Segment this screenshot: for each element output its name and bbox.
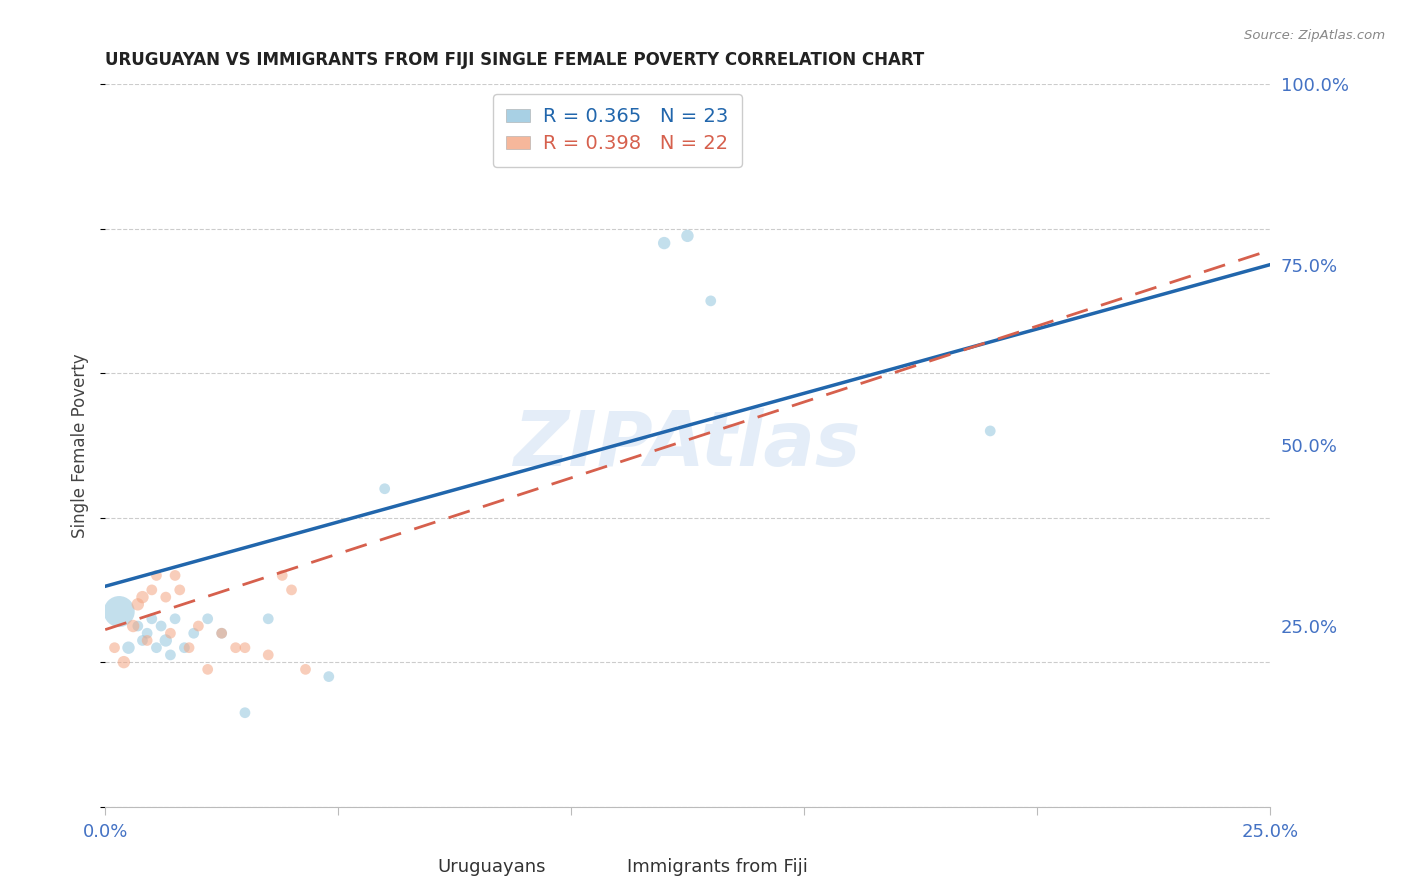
Text: ZIPAtlas: ZIPAtlas	[513, 409, 860, 483]
Text: Immigrants from Fiji: Immigrants from Fiji	[627, 858, 807, 876]
Point	[145, 568, 167, 582]
Point	[141, 612, 163, 626]
Point	[233, 706, 256, 720]
Point	[159, 626, 181, 640]
Text: URUGUAYAN VS IMMIGRANTS FROM FIJI SINGLE FEMALE POVERTY CORRELATION CHART: URUGUAYAN VS IMMIGRANTS FROM FIJI SINGLE…	[105, 51, 925, 69]
Point	[197, 662, 219, 676]
Point	[271, 568, 294, 582]
Point	[177, 640, 200, 655]
Point	[131, 633, 153, 648]
Point	[159, 648, 181, 662]
Point	[169, 582, 191, 597]
Point	[108, 605, 131, 619]
Point	[127, 619, 149, 633]
Point	[103, 640, 125, 655]
Point	[979, 424, 1001, 438]
Point	[257, 648, 280, 662]
Point	[122, 619, 145, 633]
Point	[112, 655, 135, 669]
Point	[374, 482, 396, 496]
Point	[652, 236, 675, 251]
Point	[257, 612, 280, 626]
Point	[127, 598, 149, 612]
Point	[211, 626, 233, 640]
Point	[155, 633, 177, 648]
Point	[225, 640, 247, 655]
Point	[197, 612, 219, 626]
Point	[233, 640, 256, 655]
Point	[165, 568, 187, 582]
Point	[155, 590, 177, 604]
Point	[131, 590, 153, 604]
Point	[676, 228, 699, 243]
Point	[294, 662, 316, 676]
Point	[150, 619, 173, 633]
Point	[136, 633, 159, 648]
Point	[173, 640, 195, 655]
Point	[700, 293, 723, 308]
Point	[280, 582, 302, 597]
Text: Source: ZipAtlas.com: Source: ZipAtlas.com	[1244, 29, 1385, 42]
Point	[136, 626, 159, 640]
Y-axis label: Single Female Poverty: Single Female Poverty	[72, 353, 89, 538]
Point	[211, 626, 233, 640]
Point	[145, 640, 167, 655]
Point	[117, 640, 139, 655]
Point	[183, 626, 205, 640]
Point	[318, 670, 340, 684]
Legend: R = 0.365   N = 23, R = 0.398   N = 22: R = 0.365 N = 23, R = 0.398 N = 22	[494, 94, 742, 167]
Point	[165, 612, 187, 626]
Text: Uruguayans: Uruguayans	[437, 858, 547, 876]
Point	[141, 582, 163, 597]
Point	[187, 619, 209, 633]
